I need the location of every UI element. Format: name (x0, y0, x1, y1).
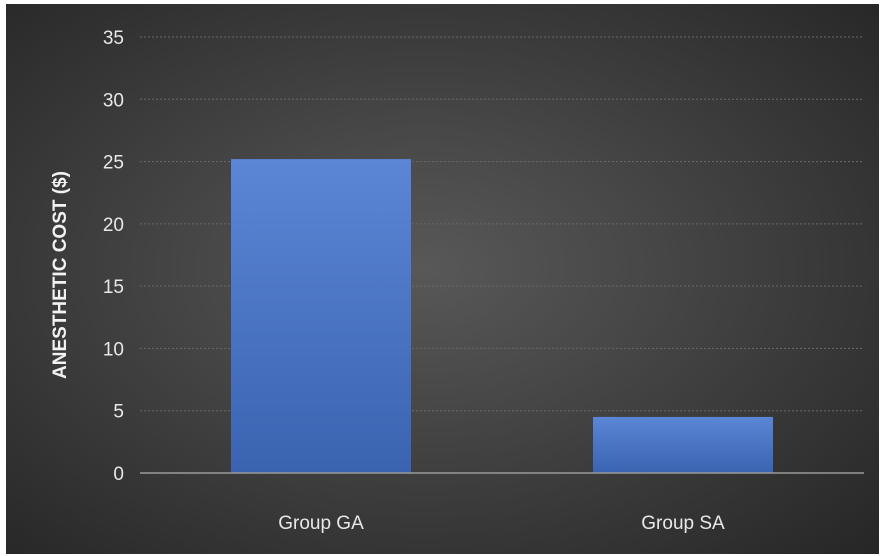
bars (231, 159, 773, 473)
y-axis-title: ANESTHETIC COST ($) (50, 171, 71, 379)
y-tick-label: 10 (103, 339, 124, 360)
y-tick-label: 20 (103, 215, 124, 236)
x-category-label: Group GA (278, 513, 364, 534)
bar-group-sa (593, 416, 773, 473)
bar-chart: 0 5 10 15 20 25 30 35 Group GA Group SA ANESTHET… (6, 4, 879, 554)
y-axis-ticks: 0 5 10 15 20 25 30 35 (103, 28, 124, 485)
chart-canvas: 0 5 10 15 20 25 30 35 Group GA Group SA ANESTHET… (50, 28, 864, 534)
x-axis-categories: Group GA Group SA (278, 513, 725, 534)
y-tick-label: 25 (103, 153, 124, 174)
bar-group-ga (231, 159, 411, 473)
y-tick-label: 30 (103, 90, 124, 111)
y-tick-label: 15 (103, 277, 124, 298)
x-category-label: Group SA (641, 513, 725, 534)
y-tick-label: 0 (113, 464, 124, 485)
y-tick-label: 35 (103, 28, 124, 49)
y-tick-label: 5 (113, 402, 124, 423)
